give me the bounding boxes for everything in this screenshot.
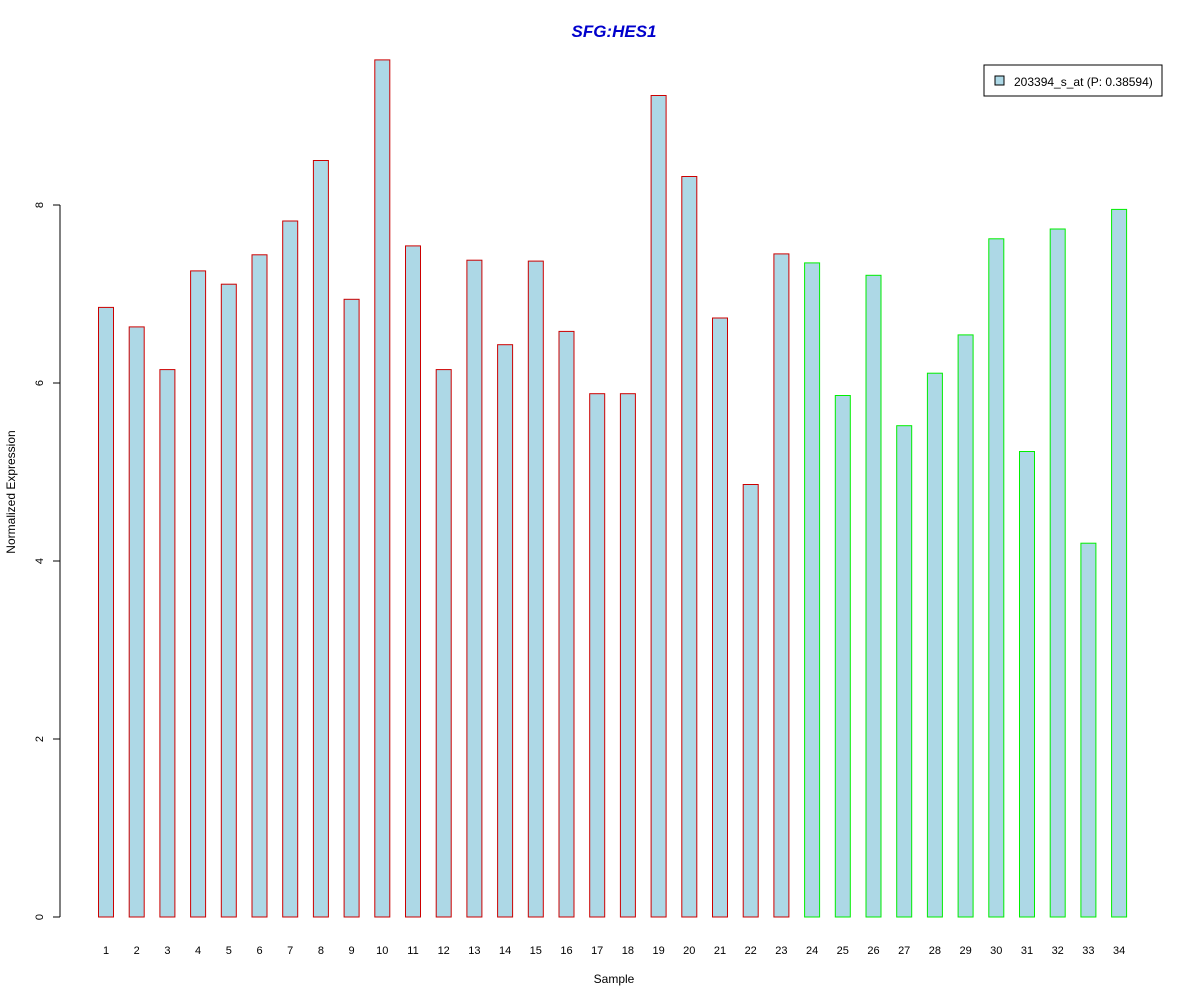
bar-7	[282, 220, 299, 918]
x-tick-label: 6	[256, 945, 262, 957]
y-tick-label: 4	[34, 558, 46, 564]
bar-5	[220, 283, 237, 918]
x-tick-labels: 1 2 3 4 5 6 7 8 9 10 11 12 13 14 15 16 17 18 19 20 21 22 23 24 2…	[103, 945, 1125, 957]
x-tick-label: 8	[318, 945, 324, 957]
x-tick-label: 26	[867, 945, 879, 957]
x-tick-label: 25	[837, 945, 849, 957]
bar-17	[589, 393, 606, 918]
y-axis-title: Normalized Expression	[4, 430, 18, 553]
x-tick-label: 5	[226, 945, 232, 957]
bar-27	[896, 425, 913, 918]
x-tick-label: 23	[775, 945, 787, 957]
bar-16	[558, 330, 575, 918]
x-tick-label: 18	[622, 945, 634, 957]
legend-label: 203394_s_at (P: 0.38594)	[1014, 75, 1153, 89]
bar-29	[957, 334, 974, 918]
bar-32	[1049, 228, 1066, 918]
x-tick-label: 7	[287, 945, 293, 957]
x-tick-label: 29	[959, 945, 971, 957]
x-tick-label: 34	[1113, 945, 1125, 957]
x-axis-title: Sample	[594, 972, 635, 986]
bar-34	[1111, 208, 1128, 918]
bar-33	[1080, 542, 1097, 918]
x-tick-label: 14	[499, 945, 511, 957]
bar-11	[405, 245, 421, 918]
y-tick-label: 6	[34, 380, 46, 386]
x-tick-label: 28	[929, 945, 941, 957]
bar-3	[159, 369, 176, 918]
x-tick-label: 15	[530, 945, 542, 957]
x-tick-label: 10	[376, 945, 388, 957]
y-tick-label: 0	[34, 914, 46, 920]
bars-group	[98, 59, 1128, 918]
bar-19	[650, 95, 667, 918]
legend-swatch	[994, 75, 1005, 86]
bar-1	[98, 306, 114, 918]
bar-26	[865, 274, 882, 918]
legend: 203394_s_at (P: 0.38594)	[983, 64, 1163, 97]
bar-4	[190, 270, 207, 918]
bar-2	[128, 326, 145, 918]
bar-20	[681, 176, 698, 918]
x-tick-label: 11	[407, 945, 418, 957]
bar-18	[619, 393, 636, 918]
x-tick-label: 3	[164, 945, 170, 957]
x-tick-label: 12	[438, 945, 450, 957]
chart-title: SFG:HES1	[571, 22, 656, 41]
bar-30	[988, 238, 1005, 918]
bar-14	[497, 344, 514, 918]
x-tick-label: 9	[349, 945, 355, 957]
bar-9	[343, 298, 360, 918]
bar-13	[466, 259, 483, 918]
x-tick-label: 30	[990, 945, 1002, 957]
x-tick-label: 16	[560, 945, 572, 957]
x-tick-label: 24	[806, 945, 818, 957]
x-tick-label: 32	[1052, 945, 1064, 957]
bar-10	[374, 59, 391, 918]
x-tick-label: 31	[1021, 945, 1033, 957]
x-tick-label: 13	[468, 945, 480, 957]
x-tick-label: 20	[683, 945, 695, 957]
x-tick-label: 1	[103, 945, 109, 957]
x-tick-label: 33	[1082, 945, 1094, 957]
bar-6	[251, 254, 268, 918]
x-tick-label: 19	[652, 945, 664, 957]
bar-22	[742, 484, 759, 918]
bar-23	[773, 253, 790, 918]
x-tick-label: 22	[745, 945, 757, 957]
x-tick-label: 27	[898, 945, 910, 957]
bar-12	[435, 369, 452, 918]
x-tick-label: 21	[714, 945, 726, 957]
bar-31	[1019, 451, 1035, 918]
bar-24	[804, 262, 821, 918]
x-tick-label: 4	[195, 945, 201, 957]
bar-21	[712, 317, 728, 918]
bar-8	[312, 160, 329, 918]
x-tick-label: 17	[591, 945, 603, 957]
y-axis: 0 2 4 6 8	[34, 202, 61, 920]
legend-box	[983, 64, 1163, 97]
y-tick-label: 8	[34, 202, 46, 208]
x-tick-label: 2	[134, 945, 140, 957]
bar-15	[527, 260, 544, 918]
y-tick-label: 2	[34, 736, 46, 742]
bar-25	[834, 395, 851, 918]
bar-28	[926, 372, 943, 918]
